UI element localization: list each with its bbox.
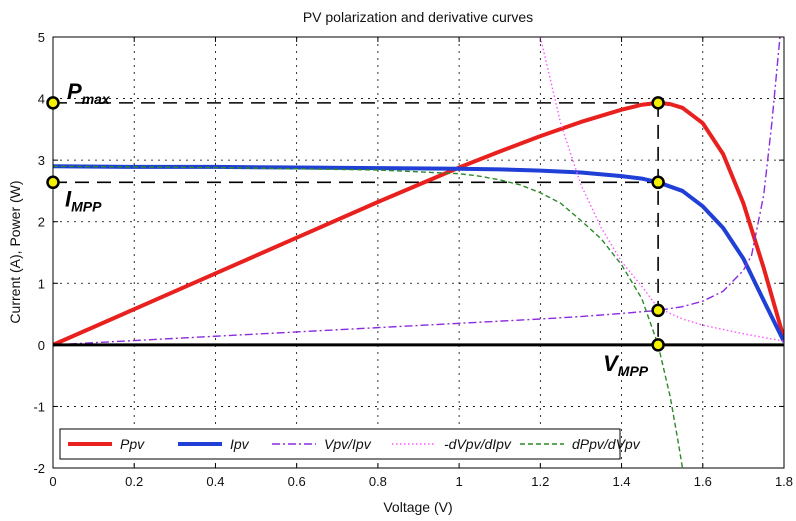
x-tick-label: 0.6 — [288, 474, 306, 489]
y-tick-label: 0 — [38, 338, 45, 353]
x-axis-label: Voltage (V) — [383, 499, 452, 515]
mpp-marker — [651, 338, 665, 352]
x-tick-labels: 0 0.2 0.4 0.6 0.8 1 1.2 1.4 1.6 1.8 — [49, 474, 793, 489]
legend-label: Vpv/Ipv — [324, 436, 372, 452]
legend: Ppv Ipv Vpv/Ipv -dVpv/dIpv dPpv/dVpv — [59, 428, 641, 460]
series--dvpv-dipv — [539, 37, 784, 342]
y-tick-label: 2 — [38, 215, 45, 230]
markers-layer — [46, 96, 665, 352]
x-tick-label: 1 — [455, 474, 462, 489]
series-ppv — [53, 100, 784, 347]
mpp-marker — [46, 96, 60, 110]
annotation-pmax: Pmax — [67, 79, 111, 107]
x-tick-label: 1.2 — [531, 474, 549, 489]
legend-label: Ipv — [230, 436, 250, 452]
y-tick-label: 5 — [38, 30, 45, 45]
legend-label: Ppv — [120, 436, 145, 452]
x-tick-label: 0.8 — [369, 474, 387, 489]
plot-frame — [52, 36, 785, 469]
y-axis-label: Current (A), Power (W) — [7, 180, 23, 323]
chart-title: PV polarization and derivative curves — [303, 9, 533, 25]
mpp-marker — [651, 96, 665, 110]
y-tick-labels: -2 -1 0 1 2 3 4 5 — [33, 30, 45, 476]
y-tick-label: -1 — [33, 399, 45, 414]
x-tick-label: 0.2 — [125, 474, 143, 489]
y-tick-label: 4 — [38, 92, 45, 107]
legend-label: dPpv/dVpv — [572, 436, 641, 452]
mpp-marker — [46, 175, 60, 190]
x-tick-label: 1.6 — [694, 474, 712, 489]
x-tick-label: 0 — [49, 474, 56, 489]
series-vpv-ipv — [53, 37, 781, 346]
legend-label: -dVpv/dIpv — [444, 436, 512, 452]
mpp-marker — [651, 303, 665, 318]
annotation-impp: IMPP — [65, 186, 102, 214]
x-tick-label: 0.4 — [206, 474, 224, 489]
annotations-layer: Pmax IMPP VMPP — [65, 79, 649, 379]
series-ipv — [53, 164, 784, 343]
legend-box — [59, 428, 621, 460]
y-tick-label: 1 — [38, 276, 45, 291]
y-tick-label: 3 — [38, 153, 45, 168]
x-tick-label: 1.4 — [613, 474, 631, 489]
x-tick-label: 1.8 — [775, 474, 793, 489]
mpp-marker — [651, 175, 665, 190]
y-tick-label: -2 — [33, 461, 45, 476]
plot-area — [53, 37, 784, 468]
annotation-vmpp: VMPP — [603, 351, 649, 379]
